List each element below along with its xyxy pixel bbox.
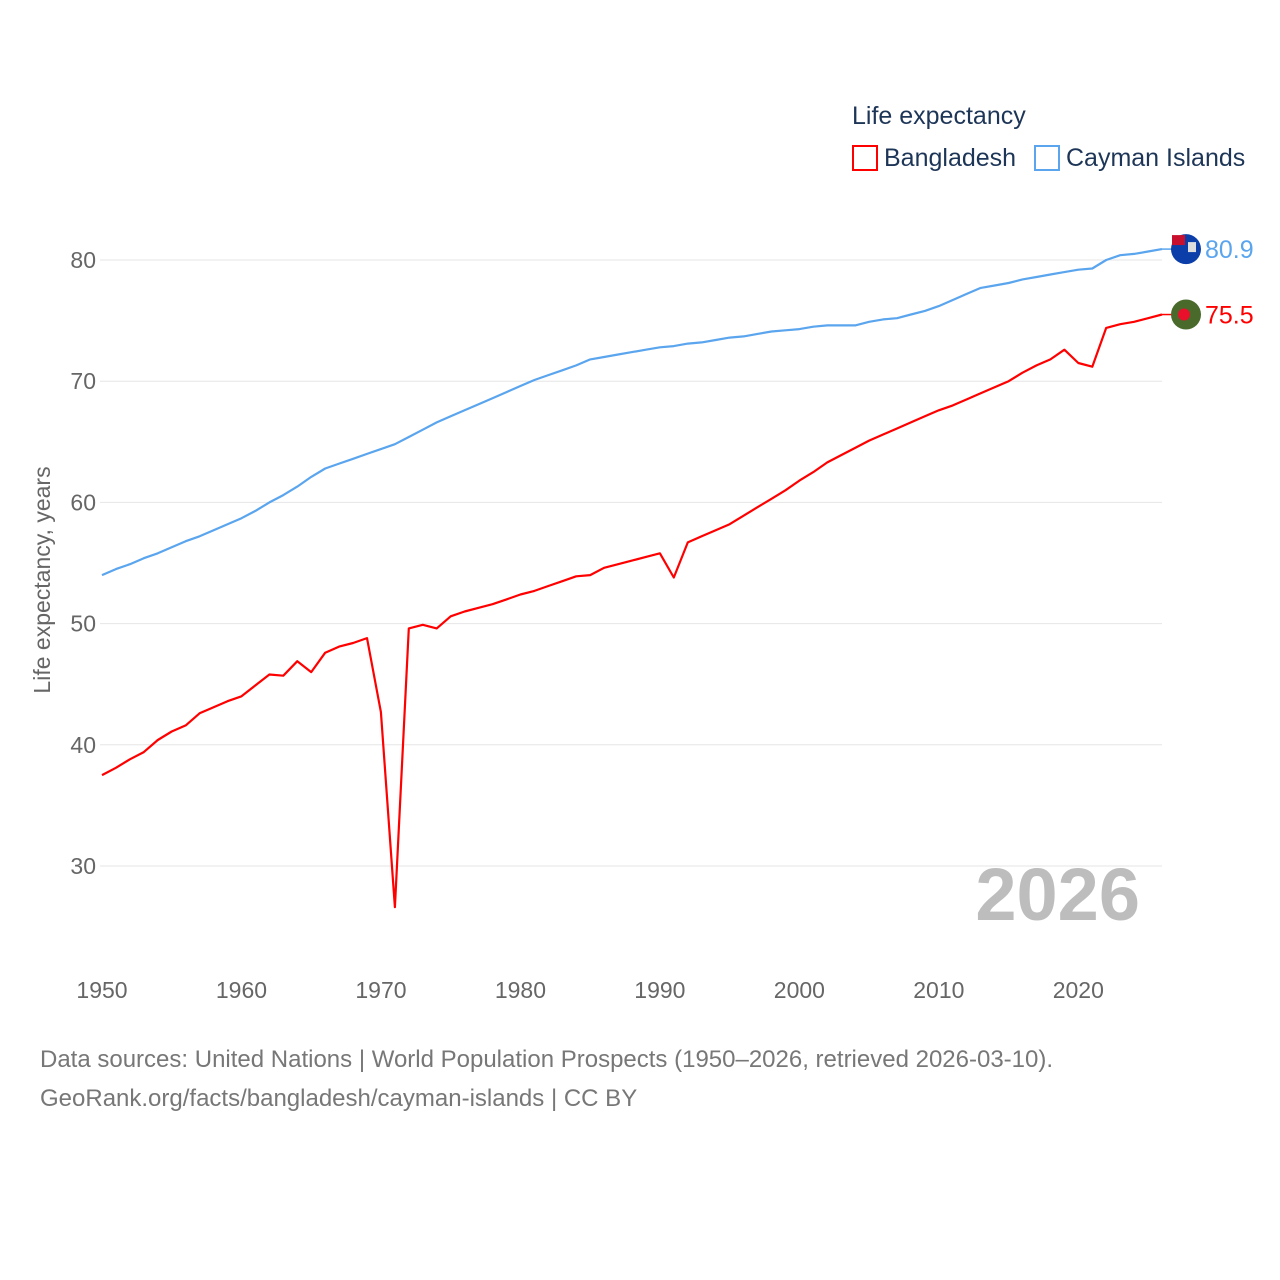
x-tick-label: 1990: [634, 977, 685, 1003]
legend-swatch: [1034, 145, 1060, 171]
y-tick-label: 70: [70, 368, 96, 394]
x-tick-label: 2000: [774, 977, 825, 1003]
end-value-label: 80.9: [1205, 236, 1254, 264]
y-tick-label: 50: [70, 611, 96, 637]
year-label: 2026: [975, 853, 1140, 936]
cayman-flag-crest: [1188, 242, 1196, 253]
bangladesh-flag-icon-disc: [1178, 308, 1190, 321]
x-tick-label: 1980: [495, 977, 546, 1003]
y-axis-label: Life expectancy, years: [29, 466, 55, 693]
footer-sources: Data sources: United Nations | World Pop…: [40, 1046, 1054, 1073]
y-tick-label: 60: [70, 489, 96, 515]
y-tick-label: 30: [70, 853, 96, 879]
legend-item-cayman-islands: Cayman Islands: [1066, 144, 1245, 172]
y-tick-label: 80: [70, 247, 96, 273]
x-tick-label: 2020: [1053, 977, 1104, 1003]
legend-item-bangladesh: Bangladesh: [884, 144, 1016, 172]
x-tick-label: 1960: [216, 977, 267, 1003]
cayman-flag-union: [1172, 235, 1185, 246]
end-value-label: 75.5: [1205, 302, 1254, 330]
x-tick-label: 1970: [355, 977, 406, 1003]
footer-link[interactable]: GeoRank.org/facts/bangladesh/cayman-isla…: [40, 1085, 638, 1112]
series-line-cayman-islands: [101, 248, 1163, 577]
x-tick-label: 2010: [913, 977, 964, 1003]
series-line-bangladesh: [101, 313, 1163, 909]
x-tick-label: 1950: [76, 977, 127, 1003]
legend-swatch: [852, 145, 878, 171]
legend-title: Life expectancy: [852, 102, 1026, 130]
y-tick-label: 40: [70, 732, 96, 758]
